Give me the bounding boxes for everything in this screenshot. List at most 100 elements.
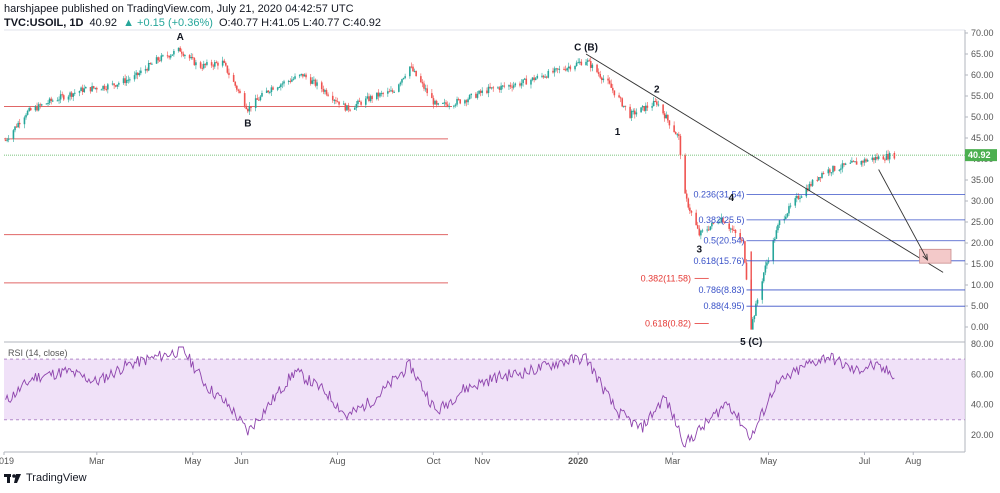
candle-body	[45, 103, 48, 105]
price-tick-label: 5.00	[971, 301, 989, 311]
candle-body	[885, 154, 888, 160]
candle-body	[822, 173, 825, 175]
candle-body	[4, 140, 7, 142]
candle-body	[610, 83, 613, 88]
candle-body	[36, 106, 38, 111]
candle-body	[50, 98, 52, 101]
candle-body	[162, 55, 164, 57]
candle-body	[862, 160, 864, 163]
candle-body	[764, 265, 767, 273]
candle-body	[298, 74, 301, 77]
candle-body	[500, 85, 502, 90]
candle-body	[578, 61, 581, 63]
candle-body	[602, 78, 605, 81]
candle-body	[166, 55, 169, 57]
candle-body	[487, 86, 490, 94]
candle-body	[456, 98, 458, 105]
candle-body	[12, 130, 15, 139]
candle-body	[435, 100, 438, 105]
last-price-badge	[965, 149, 997, 162]
candle-body	[558, 68, 561, 70]
candle-body	[673, 125, 675, 133]
candle-body	[629, 106, 631, 118]
candle-body	[774, 238, 776, 241]
candle-body	[844, 163, 847, 165]
candle-body	[498, 87, 501, 90]
candle-body	[89, 87, 92, 92]
wave-label: C (B)	[574, 42, 598, 53]
candle-body	[718, 222, 721, 224]
candle-body	[827, 169, 830, 174]
candle-body	[201, 67, 204, 69]
candle-body	[327, 94, 329, 96]
chart-header: harshjapee published on TradingView.com,…	[4, 2, 384, 30]
candle-body	[23, 117, 26, 125]
candle-body	[188, 55, 191, 59]
candle-body	[190, 57, 192, 59]
candle-body	[122, 78, 125, 84]
candle-body	[622, 105, 625, 107]
candle-body	[818, 177, 820, 181]
price-tick-label: 60.00	[971, 70, 994, 80]
candle-body	[177, 47, 180, 51]
candle-body	[442, 103, 444, 105]
candle-body	[232, 74, 235, 82]
candle-body	[767, 260, 770, 263]
candle-body	[431, 93, 433, 99]
candle-body	[228, 72, 230, 75]
candle-body	[566, 68, 568, 71]
candle-body	[553, 68, 556, 73]
candle-body	[15, 126, 18, 128]
candle-body	[464, 100, 466, 104]
symbol-label[interactable]: TVC:USOIL, 1D	[4, 17, 84, 29]
candle-body	[772, 240, 775, 261]
candle-body	[399, 82, 402, 85]
candle-body	[17, 122, 19, 128]
candle-body	[155, 57, 158, 64]
candle-body	[221, 60, 224, 66]
candle-body	[409, 66, 411, 77]
candle-body	[481, 90, 484, 93]
candle-body	[489, 86, 491, 89]
candle-body	[415, 70, 417, 77]
candle-body	[613, 90, 616, 96]
candle-body	[501, 85, 504, 87]
candle-body	[39, 104, 41, 106]
candle-body	[635, 112, 638, 115]
candle-body	[124, 78, 126, 84]
candle-body	[391, 90, 394, 93]
last-price-label: 40.92	[968, 150, 991, 160]
candle-body	[816, 179, 819, 181]
candle-body	[48, 98, 51, 104]
candle-body	[514, 83, 517, 86]
trendline	[585, 53, 944, 273]
candle-body	[821, 173, 823, 178]
candle-body	[259, 96, 262, 101]
candle-body	[723, 222, 726, 224]
time-tick-label: Oct	[426, 456, 441, 466]
rsi-title: RSI (14, close)	[8, 348, 68, 358]
price-tick-label: 10.00	[971, 280, 994, 290]
candle-body	[40, 104, 43, 106]
candle-body	[478, 90, 480, 94]
fib-ext-label: 0.618(0.82)	[645, 319, 691, 329]
candle-body	[866, 159, 869, 162]
candle-body	[777, 225, 779, 231]
candle-body	[404, 76, 406, 78]
candle-body	[855, 161, 858, 165]
candle-body	[158, 60, 161, 62]
candle-body	[437, 103, 439, 105]
candle-body	[794, 198, 797, 206]
candle-body	[742, 239, 745, 242]
candle-body	[342, 103, 345, 105]
candle-body	[58, 99, 60, 101]
candle-body	[542, 75, 545, 78]
footer-brand-label[interactable]: TradingView	[26, 472, 87, 484]
candle-body	[135, 72, 137, 76]
candle-body	[841, 163, 844, 169]
candle-body	[300, 73, 303, 75]
candle-body	[380, 93, 383, 95]
candle-body	[100, 89, 103, 91]
candle-body	[608, 80, 611, 84]
